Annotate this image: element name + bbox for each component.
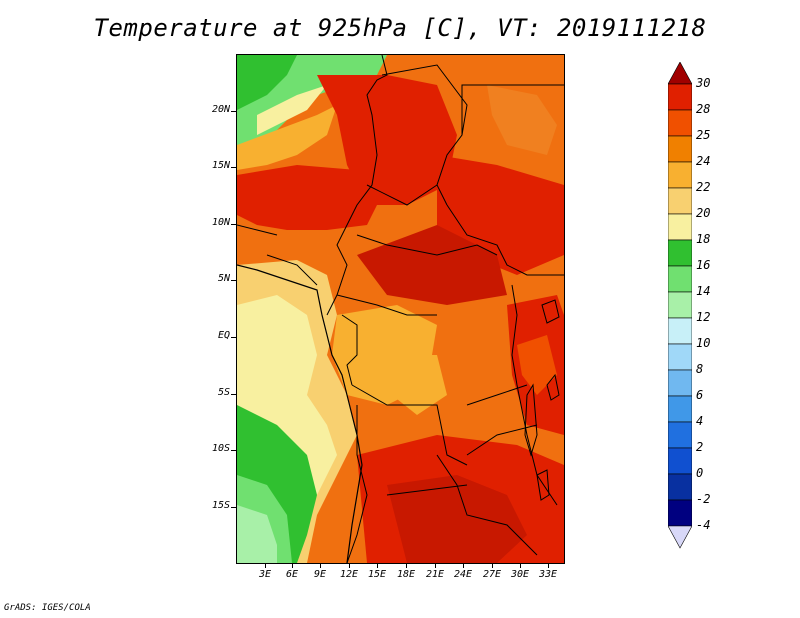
colorbar-level-label: 12 (696, 310, 711, 324)
colorbar-swatch (667, 317, 693, 345)
x-tick-label: 24E (453, 569, 473, 580)
colorbar-swatch (667, 265, 693, 293)
colorbar-level-label: 28 (696, 102, 711, 116)
temperature-field (237, 55, 564, 563)
colorbar-level-label: 0 (696, 466, 704, 480)
colorbar-level-label: 6 (696, 388, 704, 402)
colorbar-level-label: 10 (696, 336, 711, 350)
colorbar-swatch (667, 161, 693, 189)
colorbar-swatch (667, 473, 693, 501)
colorbar-swatch (667, 135, 693, 163)
x-tick-label: 6E (285, 569, 299, 580)
y-tick-label: 20N (211, 104, 230, 115)
colorbar-swatch (667, 109, 693, 137)
colorbar-level-label: -4 (696, 518, 711, 532)
colorbar-level-label: 2 (696, 440, 704, 454)
colorbar-top-arrow (667, 61, 693, 85)
colorbar-swatch (667, 291, 693, 319)
y-tick-label: 10S (211, 443, 230, 454)
colorbar-level-label: 8 (696, 362, 704, 376)
x-tick-label: 30E (510, 569, 530, 580)
colorbar-level-label: 22 (696, 180, 711, 194)
colorbar-level-label: 14 (696, 284, 711, 298)
colorbar-level-label: 18 (696, 232, 711, 246)
colorbar-level-label: 16 (696, 258, 711, 272)
colorbar-level-label: 20 (696, 206, 711, 220)
x-tick-label: 9E (313, 569, 327, 580)
colorbar-swatch (667, 421, 693, 449)
colorbar-swatch (667, 83, 693, 111)
colorbar-swatch (667, 213, 693, 241)
colorbar-swatch (667, 447, 693, 475)
colorbar-swatch (667, 369, 693, 397)
map-area (236, 54, 565, 564)
footer-credit: GrADS: IGES/COLA (4, 603, 91, 613)
y-tick-label: EQ (217, 330, 230, 341)
y-tick-label: 10N (211, 217, 230, 228)
x-tick-label: 12E (339, 569, 359, 580)
x-tick-label: 33E (538, 569, 558, 580)
x-tick-label: 15E (367, 569, 387, 580)
colorbar-level-label: 4 (696, 414, 704, 428)
colorbar-swatch (667, 343, 693, 371)
colorbar-swatches (667, 61, 693, 549)
colorbar-level-label: -2 (696, 492, 711, 506)
colorbar-level-label: 24 (696, 154, 711, 168)
x-tick-label: 18E (396, 569, 416, 580)
x-tick-label: 27E (482, 569, 502, 580)
y-tick-label: 15S (211, 500, 230, 511)
colorbar-bottom-arrow (667, 525, 693, 549)
colorbar-swatch (667, 395, 693, 423)
colorbar-swatch (667, 239, 693, 267)
map-title: Temperature at 925hPa [C], VT: 201911121… (93, 14, 707, 42)
colorbar-level-label: 30 (696, 76, 711, 90)
y-tick-label: 5S (217, 387, 230, 398)
colorbar (667, 61, 693, 562)
x-tick-label: 3E (258, 569, 272, 580)
x-tick-label: 21E (425, 569, 445, 580)
colorbar-level-label: 25 (696, 128, 711, 142)
colorbar-swatch (667, 499, 693, 527)
y-tick-label: 5N (217, 273, 230, 284)
y-tick-label: 15N (211, 160, 230, 171)
colorbar-swatch (667, 187, 693, 215)
